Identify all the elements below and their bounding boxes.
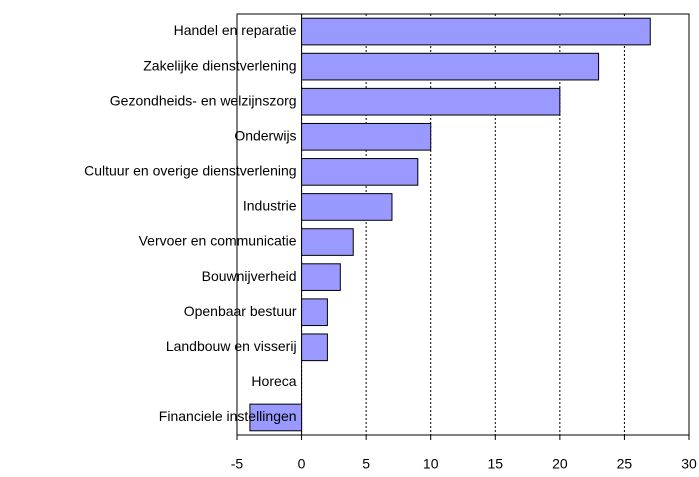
x-tick-label: 20 [552,456,568,472]
bar [301,193,393,221]
y-tick-label: Openbaar bestuur [184,303,297,319]
y-tick-label: Cultuur en overige dienstverlening [84,163,296,179]
y-tick-label: Handel en reparatie [174,22,297,38]
plot-area [236,13,690,436]
bar [301,87,561,116]
bar [301,52,600,81]
y-tick-label: Financiele instellingen [159,408,297,424]
y-tick-label: Industrie [243,198,297,214]
bar [301,263,341,291]
x-tick-label: 5 [362,456,370,472]
x-tick-label: -5 [231,456,244,472]
bar [301,158,419,186]
x-tick-label: 10 [423,456,439,472]
y-tick-label: Zakelijke dienstverlening [143,57,296,73]
bar [301,122,432,151]
y-tick-label: Vervoer en communicatie [139,233,297,249]
x-tick-label: 30 [681,456,697,472]
bar [301,228,354,256]
y-tick-label: Gezondheids- en welzijnszorg [110,92,297,108]
y-tick-label: Horeca [251,373,296,389]
y-tick-label: Onderwijs [234,127,296,143]
x-tick-label: 25 [617,456,633,472]
bar [249,403,303,432]
bar [301,298,328,327]
y-tick-label: Landbouw en visserij [166,338,297,354]
x-tick-label: 0 [298,456,306,472]
y-tick-label: Bouwnijverheid [202,268,297,284]
x-tick-label: 15 [487,456,503,472]
bar [301,333,328,362]
bar [301,17,651,46]
